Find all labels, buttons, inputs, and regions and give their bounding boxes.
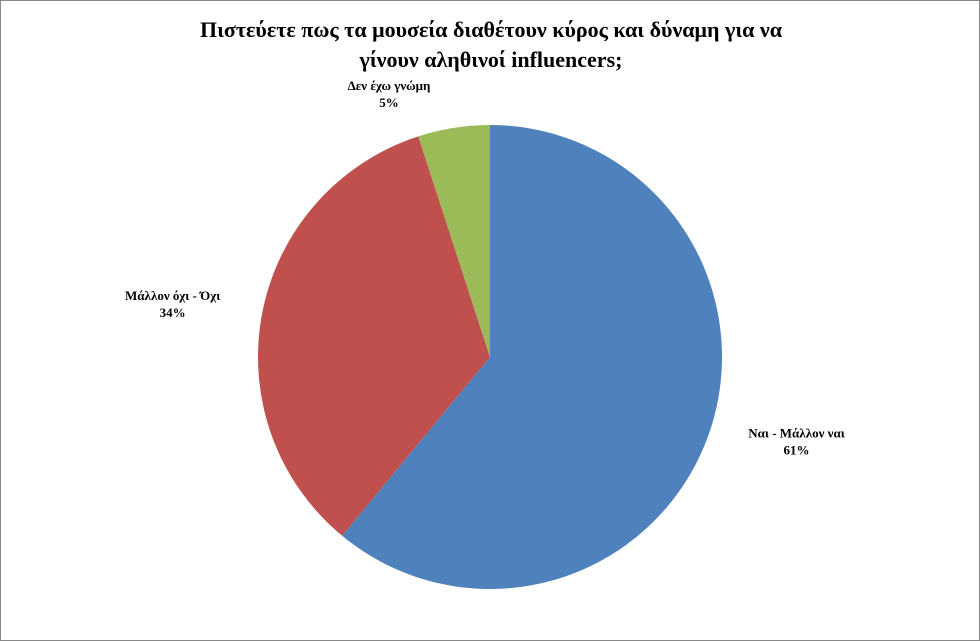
slice-label: Δεν έχω γνώμη [348,78,431,93]
value-label: 5% [379,95,399,110]
pie-slice [418,125,490,357]
chart-title: Πιστεύετε πως τα μουσεία διαθέτουν κύρος… [199,17,783,72]
slice-label: Ναι - Μάλλον ναι [748,426,844,441]
pie-slice [258,136,490,536]
slice-label: Μάλλον όχι - Όχι [125,288,220,303]
value-label: 61% [784,443,810,458]
pie-slice [342,125,722,589]
value-label: 34% [160,305,186,320]
